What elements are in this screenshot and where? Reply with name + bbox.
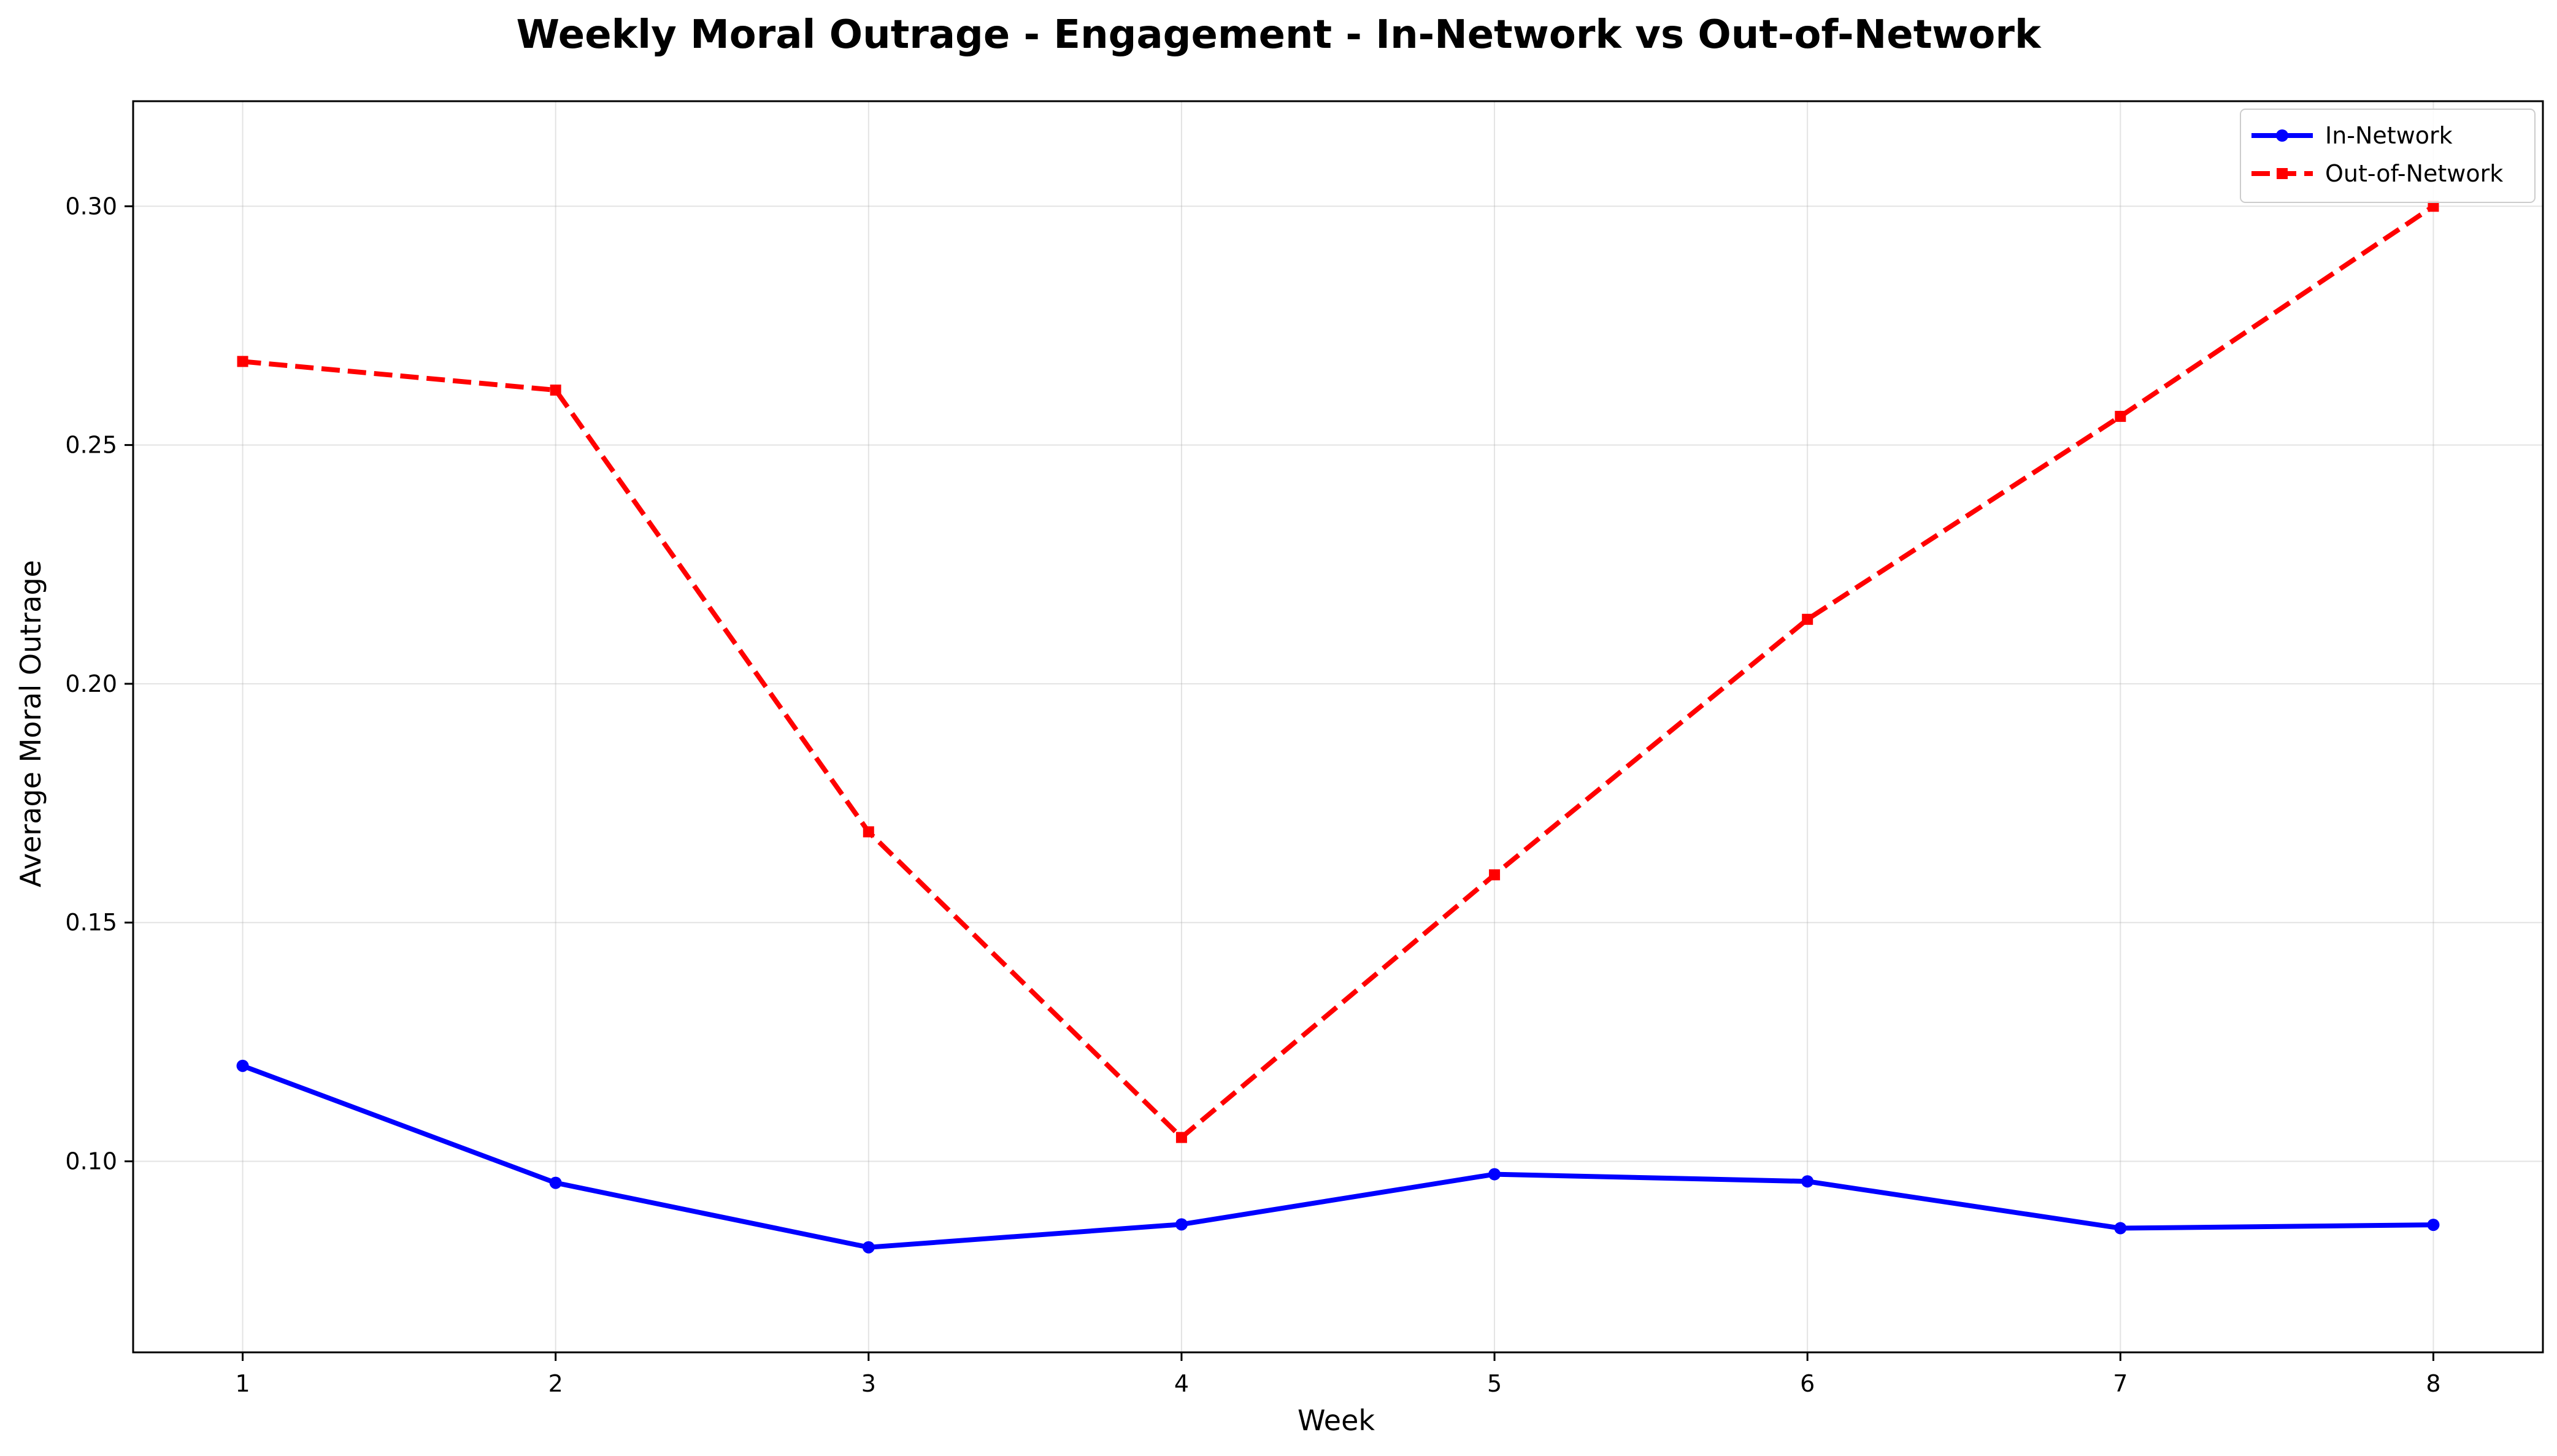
out-of-network-data-point: [550, 385, 561, 396]
chart-title: Weekly Moral Outrage - Engagement - In-N…: [516, 12, 2041, 58]
legend-in-network-label: In-Network: [2325, 122, 2453, 149]
plot-frame: [132, 100, 2544, 1354]
in-network-data-point: [1488, 1168, 1501, 1181]
in-network-data-point: [1175, 1218, 1188, 1231]
out-of-network-data-point: [1175, 1132, 1187, 1143]
legend-box: [2240, 109, 2536, 203]
x-tick-label: 7: [2113, 1370, 2128, 1397]
x-tick-label: 1: [235, 1370, 250, 1397]
y-tick-label: 0.10: [65, 1148, 117, 1175]
x-tick-label: 2: [548, 1370, 563, 1397]
out-of-network-data-point: [237, 356, 248, 367]
in-network-series-line: [242, 1063, 2434, 1250]
x-axis-label: Week: [1298, 1404, 1375, 1437]
x-tick-label: 6: [1800, 1370, 1815, 1397]
grid-layer: [133, 101, 2543, 1352]
out-of-network-data-point: [1802, 613, 1813, 625]
x-tick-label: 8: [2426, 1370, 2440, 1397]
in-network-data-point: [1801, 1175, 1814, 1188]
legend-in-network-marker: [2276, 129, 2288, 142]
in-network-data-point: [2427, 1219, 2440, 1232]
tick-layer: 1 2 3 4 5 6 7 8 0.10 0.15 0.20 0.25 0.30: [65, 193, 2440, 1397]
y-tick-label: 0.30: [65, 193, 117, 220]
in-network-data-point: [862, 1241, 875, 1254]
y-tick-label: 0.15: [65, 909, 117, 936]
y-tick-label: 0.20: [65, 670, 117, 697]
out-of-network-data-point: [1489, 869, 1501, 881]
in-network-data-point: [549, 1176, 562, 1189]
y-axis-label: Average Moral Outrage: [14, 560, 47, 887]
x-tick-label: 3: [861, 1370, 876, 1397]
series-layer: [236, 201, 2440, 1254]
legend-out-of-network-label: Out-of-Network: [2325, 160, 2503, 187]
y-tick-label: 0.25: [65, 432, 117, 459]
x-tick-label: 4: [1174, 1370, 1189, 1397]
out-of-network-data-point: [2115, 410, 2126, 422]
out-of-network-data-point: [863, 826, 874, 838]
x-tick-label: 5: [1487, 1370, 1502, 1397]
out-of-network-series-line: [242, 204, 2435, 1140]
out-of-network-data-point: [2428, 201, 2439, 212]
legend-out-of-network-marker: [2277, 168, 2288, 179]
in-network-data-point: [236, 1059, 249, 1072]
legend: In-Network Out-of-Network: [2240, 109, 2536, 203]
in-network-data-point: [2114, 1222, 2127, 1235]
